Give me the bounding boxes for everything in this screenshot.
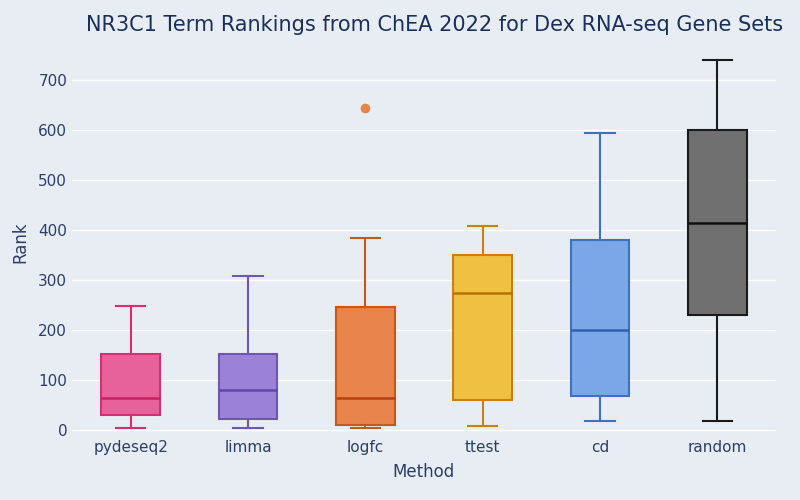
PathPatch shape bbox=[688, 130, 746, 315]
PathPatch shape bbox=[218, 354, 278, 419]
X-axis label: Method: Method bbox=[393, 463, 455, 481]
PathPatch shape bbox=[102, 354, 160, 415]
PathPatch shape bbox=[454, 255, 512, 400]
PathPatch shape bbox=[570, 240, 630, 396]
Text: NR3C1 Term Rankings from ChEA 2022 for Dex RNA-seq Gene Sets: NR3C1 Term Rankings from ChEA 2022 for D… bbox=[86, 14, 783, 34]
Y-axis label: Rank: Rank bbox=[12, 222, 30, 264]
PathPatch shape bbox=[336, 306, 394, 425]
